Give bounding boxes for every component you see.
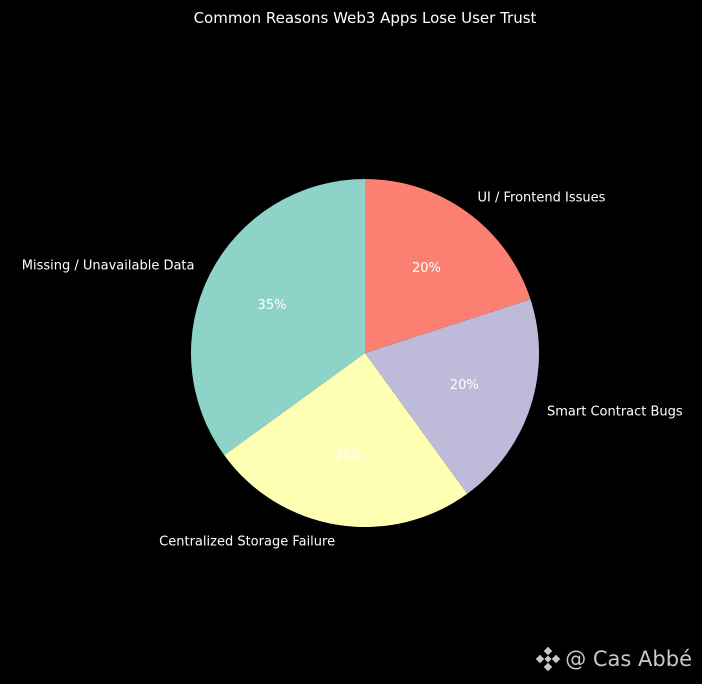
slice-label-smart-contract-bugs: Smart Contract Bugs (547, 405, 683, 420)
pie-slice-missing-unavailable-data (191, 179, 365, 456)
pie-slice-ui-frontend-issues (365, 179, 531, 353)
pct-label-centralized-storage-failure: 25% (334, 449, 363, 464)
watermark-text: @ Cas Abbé (565, 647, 692, 671)
slice-label-ui-frontend-issues: UI / Frontend Issues (478, 191, 606, 206)
pie-slice-smart-contract-bugs (365, 299, 539, 494)
binance-diamond-icon (535, 646, 561, 672)
slice-label-centralized-storage-failure: Centralized Storage Failure (159, 535, 335, 550)
chart-title: Common Reasons Web3 Apps Lose User Trust (194, 9, 537, 27)
pct-label-smart-contract-bugs: 20% (450, 378, 479, 393)
pie-slice-centralized-storage-failure (224, 353, 468, 527)
slice-label-missing-unavailable-data: Missing / Unavailable Data (22, 259, 195, 274)
pct-label-missing-unavailable-data: 35% (258, 298, 287, 313)
pct-label-ui-frontend-issues: 20% (412, 261, 441, 276)
watermark: @ Cas Abbé (535, 646, 692, 672)
